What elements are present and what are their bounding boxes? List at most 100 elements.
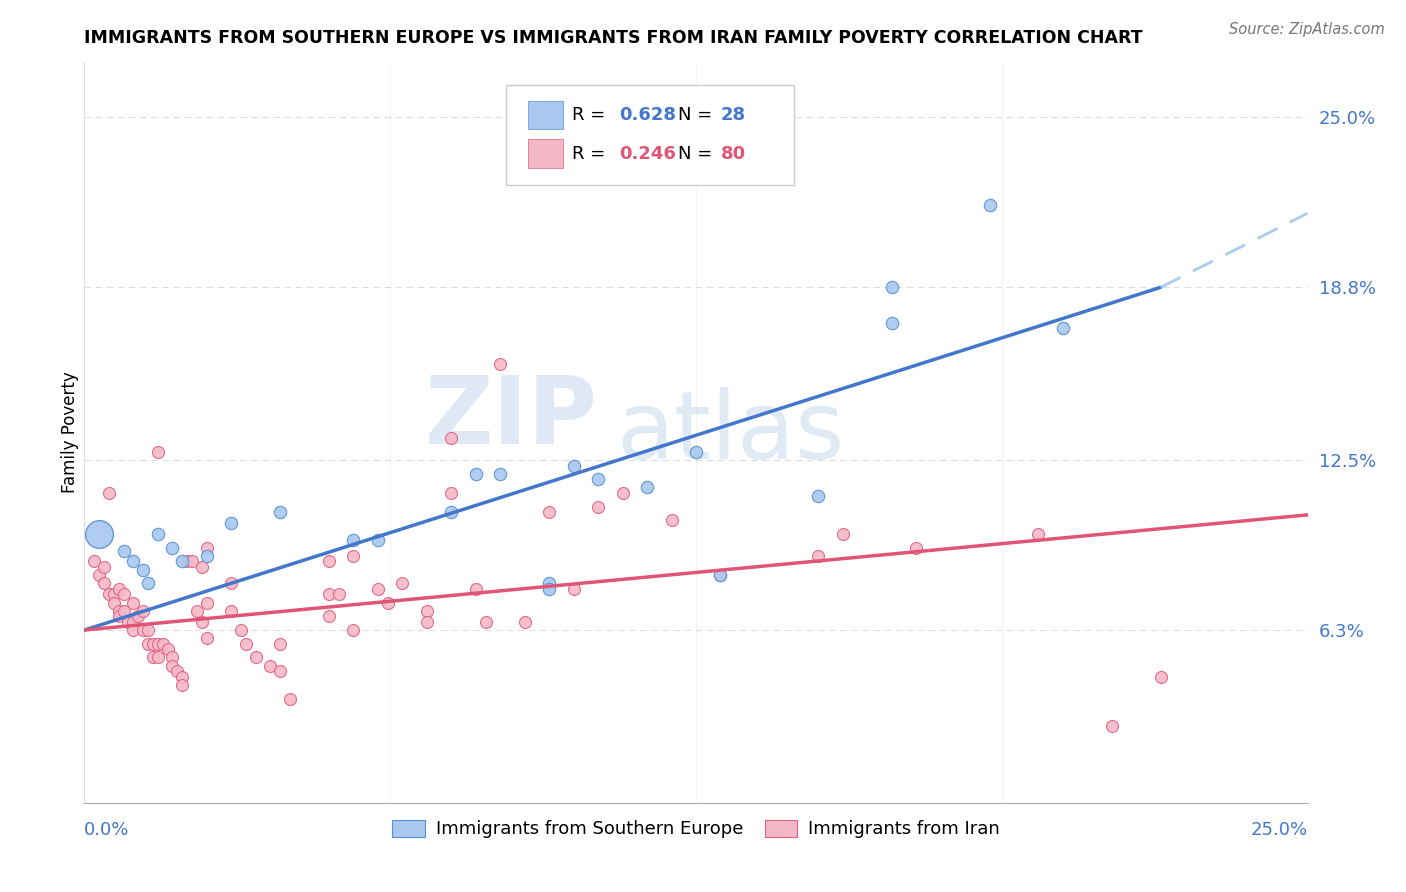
- Point: [132, 563, 155, 577]
- Legend: Immigrants from Southern Europe, Immigrants from Iran: Immigrants from Southern Europe, Immigra…: [385, 813, 1007, 846]
- Point: [905, 541, 928, 555]
- Point: [191, 560, 214, 574]
- Text: R =: R =: [572, 145, 612, 163]
- Point: [136, 576, 159, 591]
- Point: [107, 609, 129, 624]
- Point: [156, 642, 179, 657]
- Point: [172, 678, 194, 692]
- Point: [440, 505, 463, 519]
- Text: Source: ZipAtlas.com: Source: ZipAtlas.com: [1229, 22, 1385, 37]
- Point: [474, 615, 496, 629]
- Point: [562, 458, 585, 473]
- Text: ZIP: ZIP: [425, 372, 598, 464]
- Point: [831, 527, 853, 541]
- Point: [122, 554, 145, 568]
- Point: [172, 554, 194, 568]
- Point: [880, 316, 903, 330]
- Point: [93, 576, 115, 591]
- Point: [191, 615, 214, 629]
- Point: [146, 527, 169, 541]
- Point: [162, 650, 184, 665]
- Point: [117, 615, 139, 629]
- Point: [367, 533, 389, 547]
- FancyBboxPatch shape: [529, 101, 562, 129]
- Point: [235, 637, 257, 651]
- Point: [107, 582, 129, 596]
- Point: [709, 568, 731, 582]
- Point: [93, 560, 115, 574]
- Point: [83, 554, 105, 568]
- Point: [709, 568, 731, 582]
- FancyBboxPatch shape: [529, 139, 562, 168]
- Point: [269, 637, 291, 651]
- Point: [391, 576, 413, 591]
- Point: [464, 582, 486, 596]
- Point: [112, 543, 135, 558]
- Point: [146, 445, 169, 459]
- Point: [152, 637, 174, 651]
- Point: [342, 533, 364, 547]
- Point: [127, 609, 149, 624]
- Point: [103, 596, 125, 610]
- Point: [219, 516, 242, 530]
- Point: [440, 486, 463, 500]
- Point: [489, 467, 512, 481]
- Point: [269, 664, 291, 678]
- Point: [464, 467, 486, 481]
- Point: [562, 582, 585, 596]
- Point: [661, 513, 683, 527]
- Point: [538, 576, 561, 591]
- Point: [195, 632, 218, 646]
- Point: [112, 604, 135, 618]
- Point: [1052, 321, 1074, 335]
- Text: N =: N =: [678, 106, 717, 124]
- Point: [87, 568, 110, 582]
- Point: [367, 582, 389, 596]
- Point: [172, 670, 194, 684]
- Point: [142, 650, 165, 665]
- Point: [219, 604, 242, 618]
- Point: [87, 527, 110, 541]
- Point: [132, 623, 155, 637]
- Point: [416, 615, 439, 629]
- Point: [586, 500, 609, 514]
- Point: [318, 587, 340, 601]
- Point: [176, 554, 198, 568]
- Point: [807, 489, 830, 503]
- Point: [342, 623, 364, 637]
- Point: [122, 623, 145, 637]
- FancyBboxPatch shape: [506, 85, 794, 185]
- Point: [416, 604, 439, 618]
- Point: [612, 486, 634, 500]
- Point: [195, 541, 218, 555]
- Point: [136, 637, 159, 651]
- Point: [318, 609, 340, 624]
- Point: [318, 554, 340, 568]
- Point: [166, 664, 188, 678]
- Point: [181, 554, 204, 568]
- Text: 0.0%: 0.0%: [84, 822, 129, 839]
- Point: [103, 587, 125, 601]
- Point: [807, 549, 830, 563]
- Point: [136, 623, 159, 637]
- Point: [586, 472, 609, 486]
- Point: [219, 576, 242, 591]
- Point: [269, 505, 291, 519]
- Y-axis label: Family Poverty: Family Poverty: [62, 372, 80, 493]
- Point: [1101, 719, 1123, 733]
- Point: [278, 691, 301, 706]
- Text: 0.628: 0.628: [619, 106, 676, 124]
- Point: [195, 549, 218, 563]
- Point: [880, 280, 903, 294]
- Point: [1028, 527, 1050, 541]
- Point: [146, 650, 169, 665]
- Point: [146, 637, 169, 651]
- Point: [132, 604, 155, 618]
- Point: [162, 658, 184, 673]
- Point: [122, 615, 145, 629]
- Text: 0.246: 0.246: [619, 145, 676, 163]
- Point: [142, 637, 165, 651]
- Text: 25.0%: 25.0%: [1250, 822, 1308, 839]
- Point: [229, 623, 252, 637]
- Point: [377, 596, 399, 610]
